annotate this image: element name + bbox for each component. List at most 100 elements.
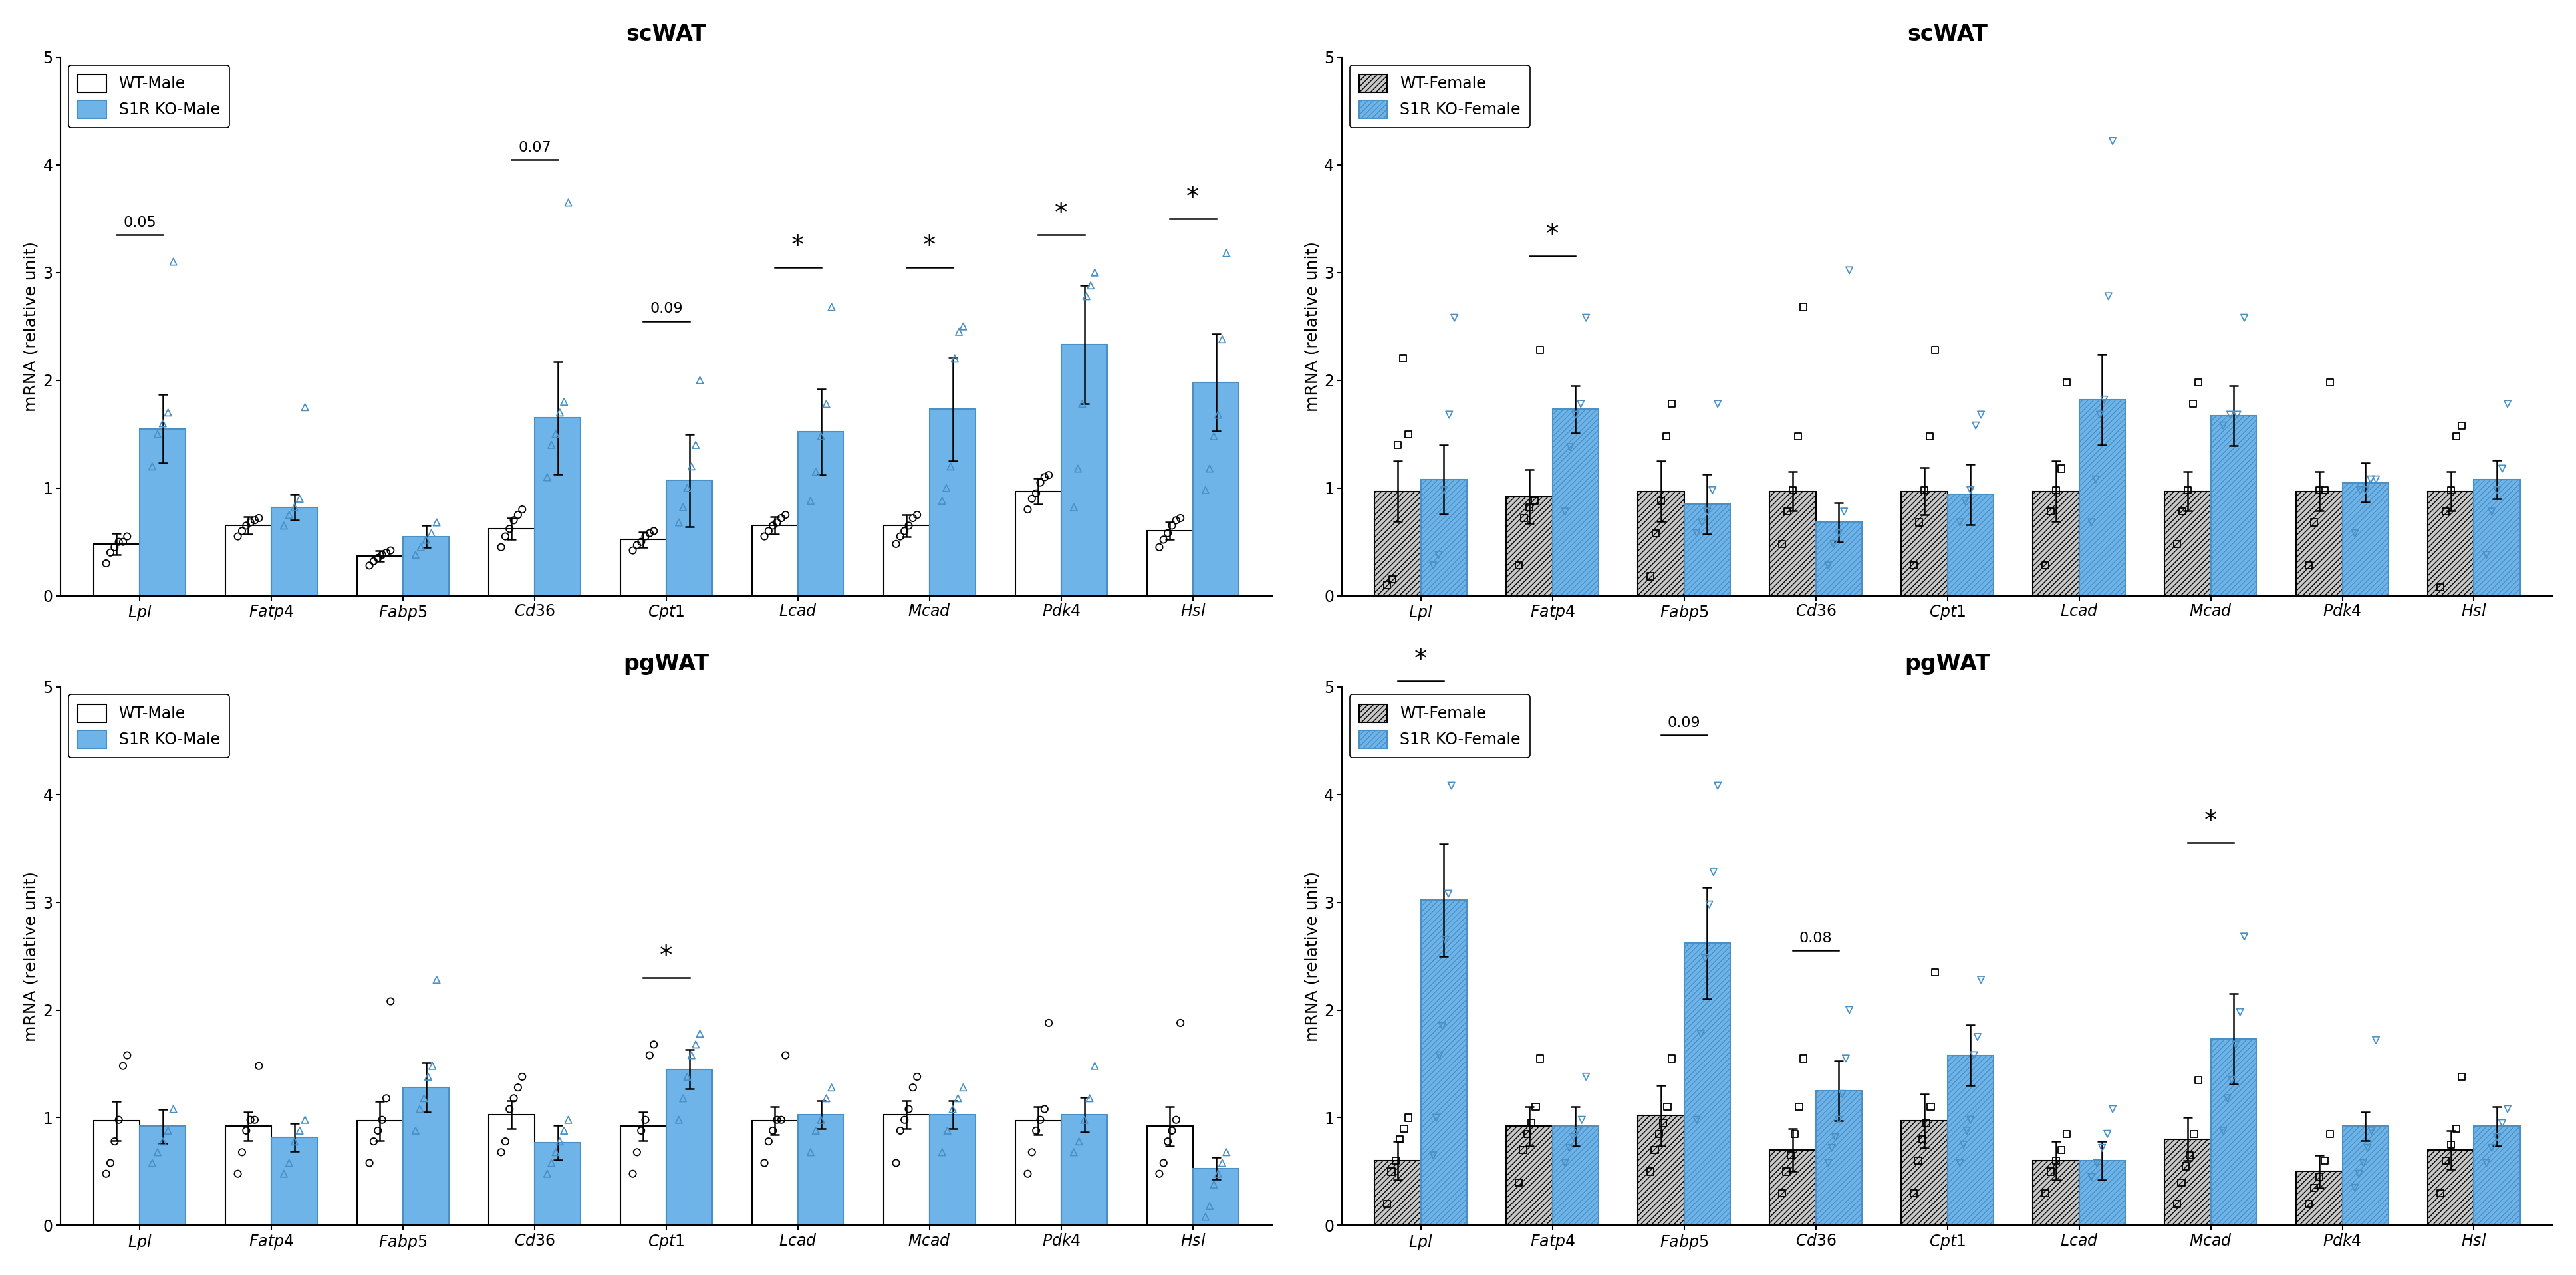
Bar [1638,491,1685,595]
Point [2081,1137,2123,1158]
Bar [667,1070,714,1225]
Point [1698,394,1739,414]
Point [90,1153,131,1173]
Point [147,403,188,423]
Point [2303,1150,2344,1170]
Point [1770,1145,1811,1165]
Point [2045,372,2087,393]
Point [896,1067,938,1088]
Point [801,1109,842,1130]
Point [1829,1000,1870,1020]
Point [2177,372,2218,393]
Bar [536,418,580,595]
Point [1914,340,1955,361]
Point [1515,491,1556,511]
Point [2215,1034,2257,1054]
Point [2087,1123,2128,1144]
Point [283,1109,325,1130]
Point [1553,1127,1595,1148]
Point [2429,479,2470,500]
Bar [1553,1126,1600,1225]
Bar [139,1126,185,1225]
Point [670,1046,711,1066]
Point [1020,1109,1061,1130]
Point [1383,348,1425,368]
Point [2215,404,2257,425]
Bar [1947,1056,1994,1225]
Point [760,1109,801,1130]
Point [227,1121,268,1141]
Bar [402,1088,448,1225]
Point [2476,479,2517,500]
Bar [1770,491,1816,595]
Point [137,423,178,444]
Point [1383,1118,1425,1139]
Point [616,534,657,555]
Point [922,491,963,511]
Point [796,462,837,482]
Point [1909,1096,1950,1117]
Point [106,1046,147,1066]
Point [747,1131,788,1151]
Point [1144,529,1185,550]
Point [938,321,979,342]
Point [1368,1193,1409,1214]
Point [1422,479,1463,500]
Point [229,1109,270,1130]
Point [2429,1135,2470,1155]
Point [1950,479,1991,500]
Point [234,1109,276,1130]
Point [2470,501,2512,521]
Point [613,1164,654,1184]
Point [2465,544,2506,565]
Point [106,527,147,547]
Point [1427,884,1468,904]
Point [399,537,440,557]
Point [2210,1070,2251,1090]
Point [1023,467,1064,487]
Point [412,1056,453,1076]
Bar [884,1114,930,1225]
Point [1430,775,1471,796]
Point [1190,459,1231,479]
Point [1064,1109,1105,1130]
Point [1690,894,1731,914]
Point [273,497,314,518]
Point [626,1109,667,1130]
Point [2087,286,2128,306]
Point [1692,862,1734,882]
Point [371,541,412,561]
Point [492,510,533,530]
Point [2486,394,2527,414]
Point [1028,465,1069,486]
Bar [402,537,448,595]
Point [2156,534,2197,555]
Bar [752,525,799,595]
Bar [224,1126,270,1225]
Point [2025,556,2066,576]
Bar [224,525,270,595]
Point [1762,534,1803,555]
Bar [1685,504,1731,595]
Point [680,370,721,390]
Bar [1422,479,1466,595]
Point [2303,479,2344,500]
Point [2210,404,2251,425]
Point [1007,1164,1048,1184]
Point [497,505,538,525]
Point [1412,1145,1453,1165]
Point [353,1131,394,1151]
Point [889,1099,930,1119]
Text: *: * [1414,648,1427,673]
Point [1422,1016,1463,1037]
Point [1638,1123,1680,1144]
Text: *: * [2205,810,2218,834]
Point [1548,1137,1589,1158]
Point [2084,389,2125,409]
Point [1646,426,1687,446]
Point [1376,1150,1417,1170]
Point [1556,404,1597,425]
Point [2287,556,2329,576]
Point [492,1088,533,1108]
Point [1159,1012,1200,1033]
